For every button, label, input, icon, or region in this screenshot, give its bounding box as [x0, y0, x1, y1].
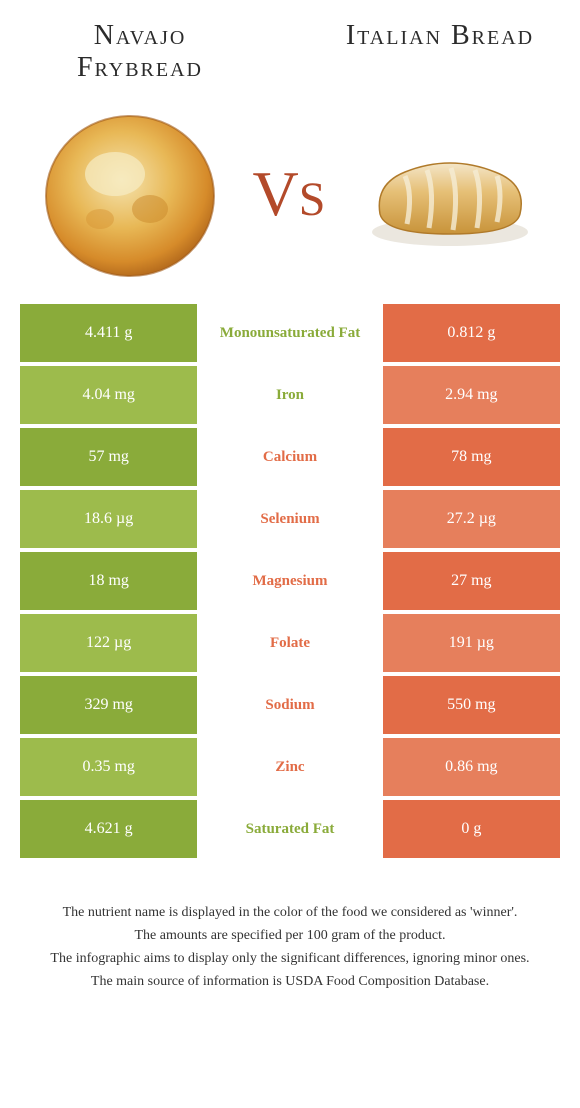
- nutrient-left-value: 18.6 µg: [20, 490, 197, 548]
- footer-line-4: The main source of information is USDA F…: [20, 971, 560, 992]
- nutrient-name: Zinc: [197, 738, 382, 796]
- nutrient-right-value: 0 g: [383, 800, 560, 858]
- nutrient-row: 329 mgSodium550 mg: [20, 676, 560, 734]
- footer-notes: The nutrient name is displayed in the co…: [0, 862, 580, 992]
- nutrient-left-value: 4.04 mg: [20, 366, 197, 424]
- vs-v: V: [253, 157, 299, 231]
- vs-s: S: [299, 172, 328, 227]
- images-row: VS: [0, 94, 580, 304]
- footer-line-1: The nutrient name is displayed in the co…: [20, 902, 560, 923]
- nutrient-right-value: 0.812 g: [383, 304, 560, 362]
- left-food-image: [40, 104, 220, 284]
- nutrient-left-value: 122 µg: [20, 614, 197, 672]
- nutrient-row: 4.04 mgIron2.94 mg: [20, 366, 560, 424]
- nutrient-right-value: 27.2 µg: [383, 490, 560, 548]
- nutrient-row: 18 mgMagnesium27 mg: [20, 552, 560, 610]
- nutrient-left-value: 4.621 g: [20, 800, 197, 858]
- vs-label: VS: [253, 157, 328, 231]
- right-food-title: Italian Bread: [340, 20, 540, 84]
- nutrient-table: 4.411 gMonounsaturated Fat0.812 g4.04 mg…: [0, 304, 580, 858]
- nutrient-left-value: 0.35 mg: [20, 738, 197, 796]
- nutrient-name: Magnesium: [197, 552, 382, 610]
- nutrient-left-value: 4.411 g: [20, 304, 197, 362]
- nutrient-name: Iron: [197, 366, 382, 424]
- nutrient-row: 4.621 gSaturated Fat0 g: [20, 800, 560, 858]
- nutrient-row: 18.6 µgSelenium27.2 µg: [20, 490, 560, 548]
- nutrient-name: Folate: [197, 614, 382, 672]
- header: Navajo Frybread Italian Bread: [0, 0, 580, 94]
- nutrient-left-value: 329 mg: [20, 676, 197, 734]
- nutrient-right-value: 2.94 mg: [383, 366, 560, 424]
- nutrient-right-value: 27 mg: [383, 552, 560, 610]
- left-food-title: Navajo Frybread: [40, 20, 240, 84]
- right-food-image: [360, 104, 540, 284]
- nutrient-name: Sodium: [197, 676, 382, 734]
- nutrient-name: Selenium: [197, 490, 382, 548]
- nutrient-left-value: 18 mg: [20, 552, 197, 610]
- footer-line-3: The infographic aims to display only the…: [20, 948, 560, 969]
- nutrient-right-value: 550 mg: [383, 676, 560, 734]
- footer-line-2: The amounts are specified per 100 gram o…: [20, 925, 560, 946]
- nutrient-row: 122 µgFolate191 µg: [20, 614, 560, 672]
- nutrient-right-value: 191 µg: [383, 614, 560, 672]
- nutrient-name: Monounsaturated Fat: [197, 304, 382, 362]
- nutrient-left-value: 57 mg: [20, 428, 197, 486]
- nutrient-name: Saturated Fat: [197, 800, 382, 858]
- nutrient-row: 0.35 mgZinc0.86 mg: [20, 738, 560, 796]
- nutrient-right-value: 0.86 mg: [383, 738, 560, 796]
- nutrient-right-value: 78 mg: [383, 428, 560, 486]
- nutrient-name: Calcium: [197, 428, 382, 486]
- nutrient-row: 57 mgCalcium78 mg: [20, 428, 560, 486]
- nutrient-row: 4.411 gMonounsaturated Fat0.812 g: [20, 304, 560, 362]
